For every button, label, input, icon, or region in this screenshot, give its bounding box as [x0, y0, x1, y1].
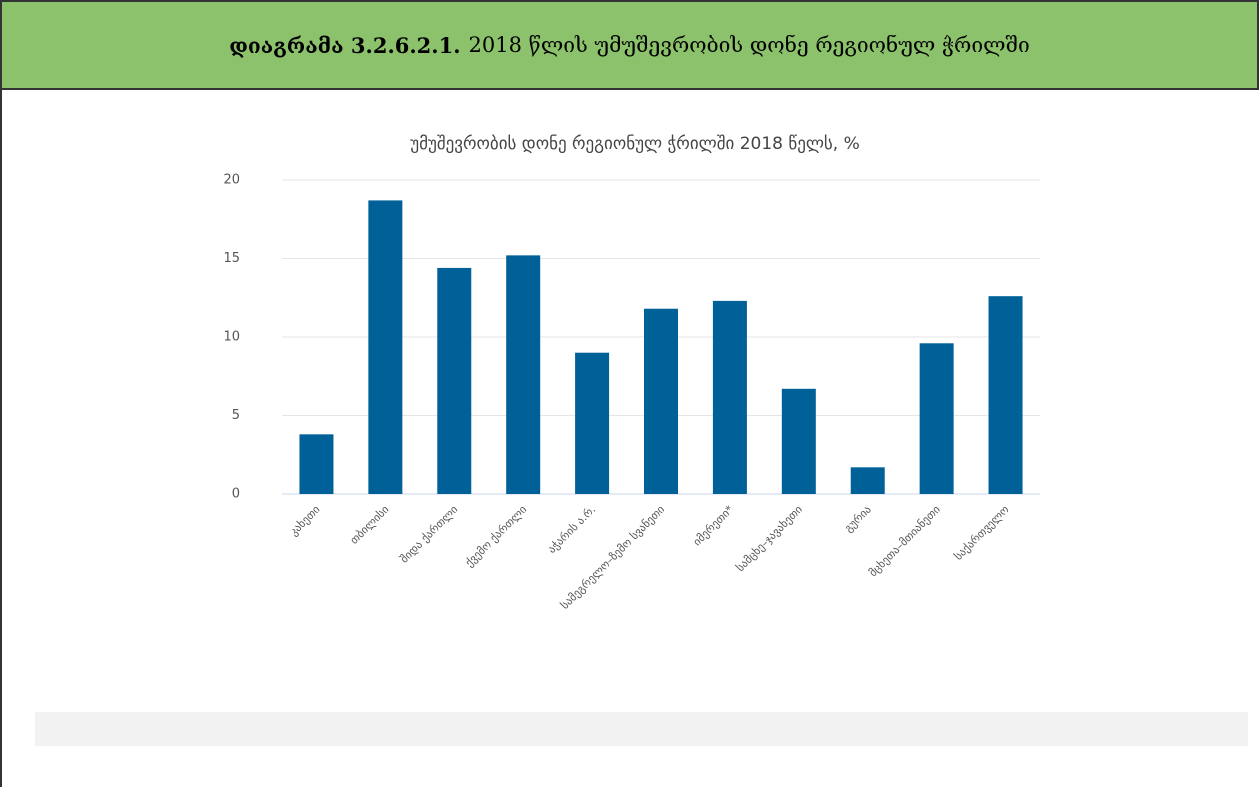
x-tick-label: ქვემო ქართლი	[463, 503, 530, 570]
chart-title: უმუშევრობის დონე რეგიონულ ჭრილში 2018 წე…	[410, 134, 860, 154]
bar	[437, 267, 472, 494]
bar	[644, 308, 678, 494]
figure-label: დიაგრამა 3.2.6.2.1.	[229, 32, 461, 58]
x-tick-label: შიდა ქართლი	[398, 503, 461, 566]
x-tick-label: თბილისი	[348, 503, 392, 547]
y-tick-label: 5	[232, 408, 240, 423]
bar	[712, 300, 747, 494]
chart: უმუშევრობის დონე რეგიონულ ჭრილში 2018 წე…	[223, 134, 1040, 612]
y-tick-label: 10	[223, 330, 240, 345]
bar	[506, 255, 541, 494]
y-tick-label: 20	[223, 173, 240, 188]
bar	[299, 434, 334, 494]
y-tick-label: 0	[232, 487, 240, 502]
x-tick-label: საქართველო	[952, 503, 1012, 563]
footer-bar	[35, 712, 1248, 746]
border	[0, 88, 2, 787]
y-tick-label: 15	[223, 251, 240, 266]
bar	[988, 296, 1023, 494]
figure-title: 2018 წლის უმუშევრობის დონე რეგიონულ ჭრილ…	[468, 33, 1030, 57]
x-tick-label: სამცხე–ჯავახეთი	[734, 503, 806, 575]
x-tick-label: მცხეთა–მთიანეთი	[866, 503, 943, 580]
x-tick-label: გურია	[842, 503, 874, 535]
bar	[850, 467, 885, 494]
bar	[368, 200, 403, 494]
x-tick-label: აჭარის ა.რ.	[545, 503, 598, 556]
x-tick-label: კახეთი	[287, 503, 323, 539]
header: დიაგრამა 3.2.6.2.1. 2018 წლის უმუშევრობი…	[0, 0, 1259, 90]
bar	[781, 388, 816, 494]
bar	[575, 352, 610, 494]
bar	[919, 343, 954, 494]
x-tick-label: იმერეთი*	[691, 503, 737, 549]
